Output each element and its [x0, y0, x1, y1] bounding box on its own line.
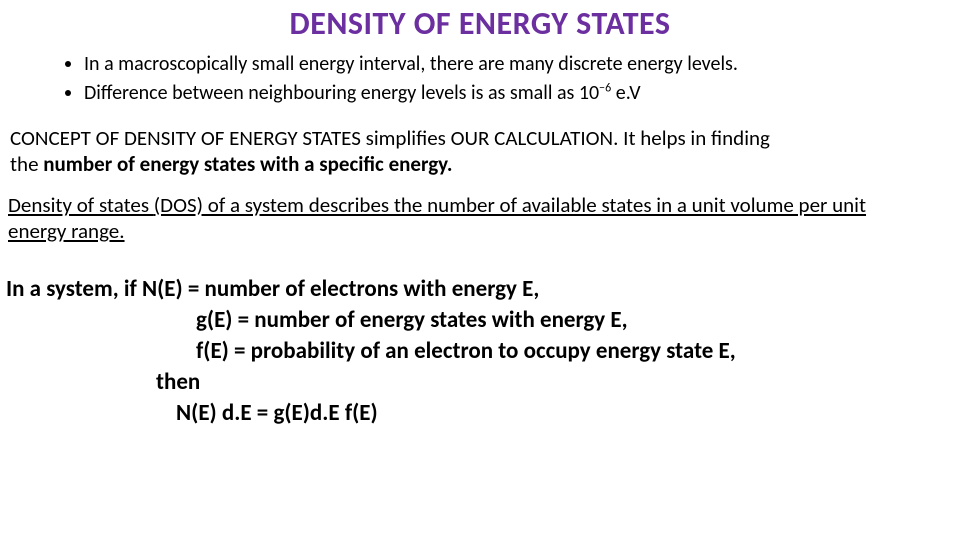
bullet-2-b: e.V [611, 81, 640, 105]
page-title: DENSITY OF ENERGY STATES [120, 4, 840, 43]
para1-a: CONCEPT OF DENSITY OF ENERGY STATES simp… [10, 125, 770, 151]
def-line-2: g(E) = number of energy states with ener… [196, 305, 960, 336]
exp-sup: −6 [599, 81, 611, 95]
para1-b: the [10, 151, 43, 177]
concept-paragraph: CONCEPT OF DENSITY OF ENERGY STATES simp… [10, 125, 940, 178]
para2-dos: (DOS) [154, 192, 203, 218]
def-line-4: then [156, 367, 960, 398]
def-line-3: f(E) = probability of an electron to occ… [196, 336, 960, 367]
definitions-block: In a system, if N(E) = number of electro… [6, 274, 960, 429]
bullet-1-text: In a macroscopically small energy interv… [84, 52, 738, 76]
bullet-2-a: Difference between neighbouring energy l… [84, 81, 579, 105]
def-line-5: N(E) d.E = g(E)d.E f(E) [176, 398, 960, 429]
para2-b: of a system describes the number of avai… [203, 192, 866, 218]
dos-paragraph: Density of states (DOS) of a system desc… [8, 192, 940, 245]
para1-bold: number of energy states with a specific … [43, 151, 452, 177]
para2-c: energy range. [8, 218, 125, 244]
bullet-1: In a macroscopically small energy interv… [84, 51, 960, 78]
exp-base: 10 [579, 81, 599, 105]
bullet-list: In a macroscopically small energy interv… [60, 51, 960, 107]
para2-a: Density of states [8, 192, 154, 218]
def-line-1: In a system, if N(E) = number of electro… [6, 274, 960, 305]
bullet-2: Difference between neighbouring energy l… [84, 80, 960, 107]
